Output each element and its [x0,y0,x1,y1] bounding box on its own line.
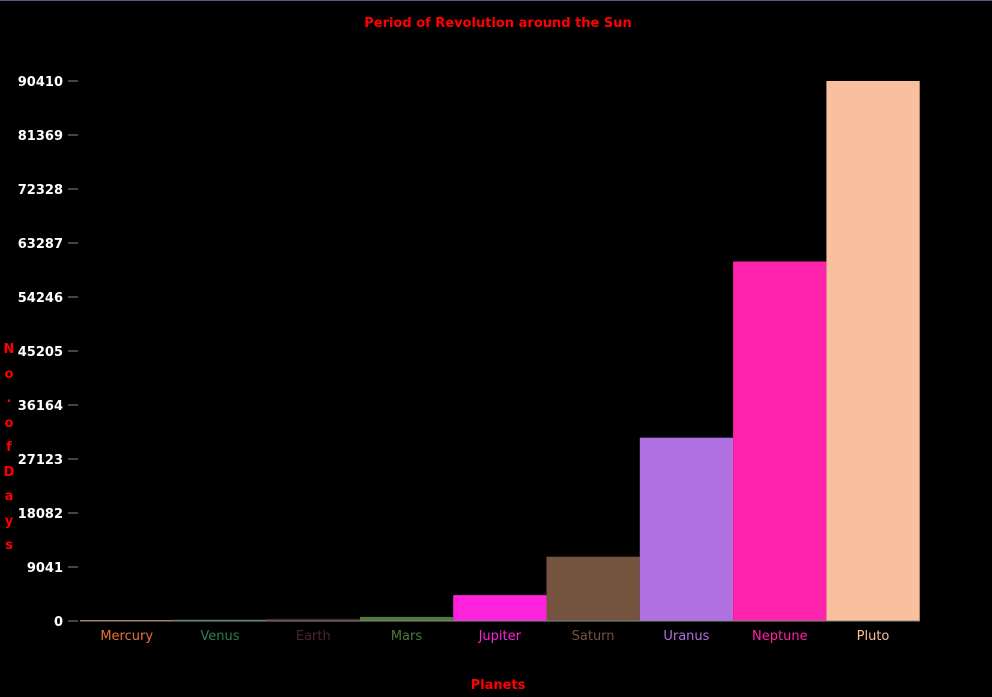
bar-pluto [826,81,920,621]
y-tick-labels: 0 9041 18082 27123 36164 45205 54246 63287 72328… [18,75,78,630]
y-tick-label: 45205 [18,345,63,360]
x-axis-title: Planets [470,678,526,693]
bar-neptune [733,261,827,621]
y-tick-label: 63287 [18,237,63,252]
x-tick-labels: Mercury Venus Earth Mars Jupiter Saturn Uranus… [100,629,889,644]
y-axis-title-char: f [6,440,12,455]
x-tick-label: Earth [296,629,331,644]
x-tick-label: Uranus [663,629,709,644]
y-tick-label: 18082 [18,507,63,522]
y-axis-title-char: s [5,538,13,553]
x-tick-label: Venus [200,629,239,644]
bars-group [80,81,920,621]
y-axis-title-char: y [4,513,14,529]
y-tick-label: 36164 [18,399,63,414]
bar-venus [173,619,267,621]
y-axis-title-char: . [6,391,12,406]
y-axis-title-char: o [4,366,14,382]
y-tick-label: 72328 [18,183,63,198]
x-tick-label: Saturn [572,629,615,644]
y-axis-title-char: a [4,489,14,504]
bar-uranus [639,437,734,621]
y-axis-title-char: D [3,464,15,480]
y-tick-label: 90410 [18,75,63,90]
y-tick-label: 27123 [18,453,63,468]
x-tick-label: Neptune [752,629,808,644]
bar-mars [359,616,454,621]
y-axis-title-char: N [3,342,15,357]
y-tick-label: 9041 [27,561,63,576]
y-tick-label: 0 [54,615,63,630]
chart-title: Period of Revolution around the Sun [364,16,632,31]
y-tick-label: 54246 [18,291,63,306]
x-tick-label: Mercury [100,629,153,644]
x-tick-label: Jupiter [478,629,522,644]
top-border [0,0,992,1]
bar-earth [266,618,360,621]
bar-jupiter [453,595,547,621]
x-tick-label: Mars [391,629,423,644]
x-tick-label: Pluto [857,629,890,644]
bar-saturn [546,556,640,621]
y-axis-title-char: o [4,415,14,431]
y-tick-label: 81369 [18,129,63,144]
